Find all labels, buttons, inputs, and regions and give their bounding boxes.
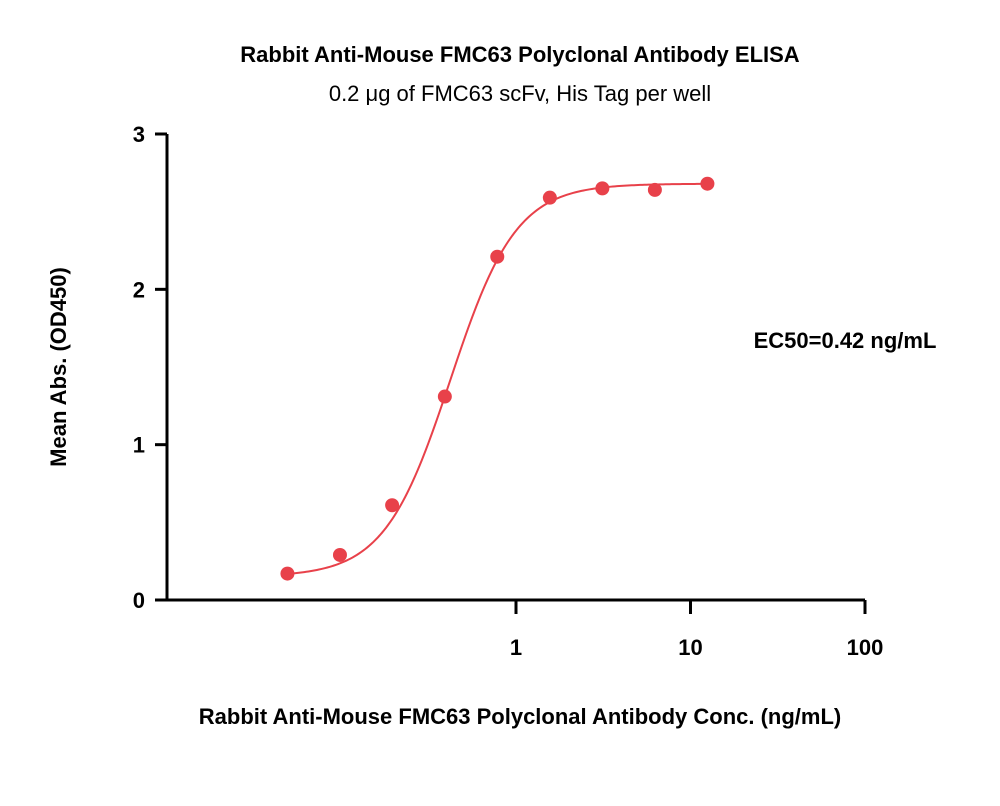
x-tick-label: 10: [678, 635, 702, 660]
fit-curve: [287, 182, 708, 575]
y-tick-label: 0: [133, 588, 145, 613]
y-tick-label: 3: [133, 122, 145, 147]
ec50-annotation: EC50=0.42 ng/mL: [754, 328, 937, 353]
chart-title: Rabbit Anti-Mouse FMC63 Polyclonal Antib…: [240, 42, 800, 67]
x-tick-label: 100: [847, 635, 884, 660]
axes: [165, 134, 865, 602]
ticks: 0 1 2 3 1 10 100: [133, 122, 884, 660]
x-tick-label: 1: [510, 635, 522, 660]
data-point: [700, 176, 715, 191]
data-point: [437, 389, 452, 404]
data-point: [385, 498, 400, 513]
data-point: [490, 249, 505, 264]
y-tick-label: 1: [133, 433, 145, 458]
y-tick-label: 2: [133, 277, 145, 302]
data-point: [595, 181, 610, 196]
data-point: [280, 566, 295, 581]
data-point: [542, 190, 557, 205]
data-points: [280, 176, 715, 581]
data-point: [647, 182, 662, 197]
y-axis-label: Mean Abs. (OD450): [46, 267, 71, 467]
chart-subtitle: 0.2 μg of FMC63 scFv, His Tag per well: [329, 81, 711, 106]
data-point: [332, 547, 347, 562]
x-axis-label: Rabbit Anti-Mouse FMC63 Polyclonal Antib…: [199, 704, 841, 729]
